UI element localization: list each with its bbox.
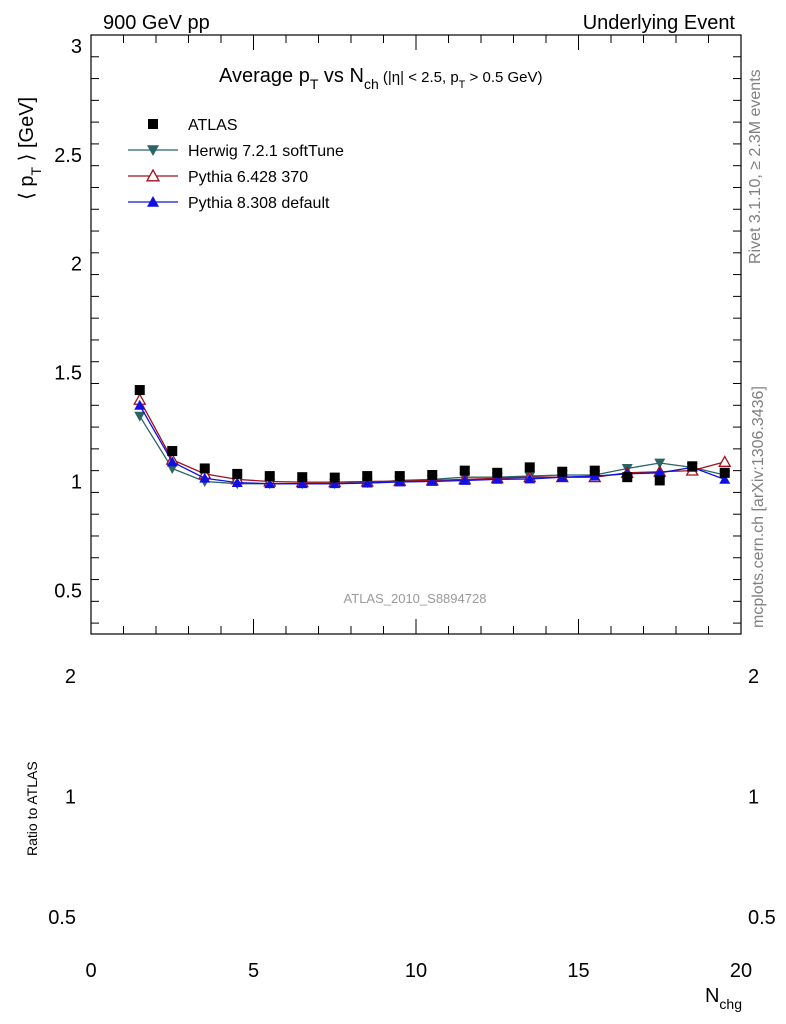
- data-point-square: [459, 465, 470, 476]
- data-point-square: [524, 462, 535, 473]
- y-tick-label: 1.5: [54, 363, 82, 385]
- data-point-square: [427, 469, 438, 480]
- analysis-id: ATLAS_2010_S8894728: [344, 591, 487, 606]
- legend-item: ATLAS: [148, 117, 238, 134]
- data-point-square: [492, 467, 503, 478]
- data-point-square: [232, 468, 243, 479]
- ratio-tick-label-right: 0.5: [748, 907, 776, 929]
- series-line: [139, 399, 725, 483]
- ratio-tick-label-right: 1: [748, 787, 759, 809]
- data-point-square: [167, 446, 178, 457]
- y-tick-label: 3: [71, 36, 82, 58]
- side-label-bottom: mcplots.cern.ch [arXiv:1306.3436]: [750, 386, 767, 628]
- legend-item: Pythia 8.308 default: [128, 195, 330, 212]
- legend-label: Pythia 8.308 default: [188, 195, 330, 212]
- y-tick-label: 0.5: [54, 580, 82, 602]
- data-point-square: [394, 471, 405, 482]
- data-point-triangle-down: [166, 464, 178, 474]
- data-point-triangle-down: [147, 145, 159, 156]
- x-tick-labels: 0 5 10 15 20: [85, 960, 752, 982]
- data-point-square: [654, 475, 665, 486]
- data-point-triangle-up: [459, 474, 471, 485]
- y-tick-label: 1: [71, 472, 82, 494]
- data-point-triangle-up: [524, 473, 536, 484]
- header-left: 900 GeV pp: [103, 12, 210, 34]
- y-axis-label: ⟨ pT ⟩ [GeV]: [16, 97, 44, 200]
- data-point-triangle-up: [329, 478, 341, 489]
- legend-label: ATLAS: [188, 117, 238, 134]
- data-point-square: [297, 472, 308, 483]
- chart-title: Average pT vs Nch (|η| < 2.5, pT > 0.5 G…: [219, 65, 543, 92]
- data-point-triangle-down: [654, 458, 666, 469]
- legend-item: Herwig 7.2.1 softTune: [128, 143, 344, 160]
- x-tick-label: 20: [730, 960, 752, 982]
- series-layer: [133, 385, 732, 490]
- series-atlas: [134, 385, 730, 486]
- data-point-triangle-up: [426, 476, 438, 486]
- data-point-triangle-up: [654, 467, 666, 478]
- side-label-top: Rivet 3.1.10, ≥ 2.3M events: [747, 69, 764, 264]
- data-point-square: [719, 467, 730, 478]
- data-point-square: [134, 385, 145, 396]
- y-tick-label: 2.5: [54, 145, 82, 167]
- data-point-triangle-up: [361, 477, 373, 488]
- data-point-triangle-up: [147, 196, 159, 207]
- header-right: Underlying Event: [583, 12, 736, 34]
- data-point-triangle-up: [264, 478, 276, 489]
- x-tick-label: 15: [567, 960, 589, 982]
- x-axis-label: Nchg: [705, 985, 742, 1012]
- data-point-triangle-up: [394, 476, 406, 487]
- data-point-triangle-up: [296, 478, 308, 489]
- data-point-triangle-up: [199, 472, 211, 483]
- ratio-tick-label-left: 2: [65, 666, 76, 688]
- data-point-square: [687, 461, 698, 472]
- data-point-square: [362, 471, 373, 482]
- data-point-triangle-up-open: [718, 455, 732, 467]
- data-point-square: [329, 472, 340, 483]
- y-tick-label: 2: [71, 254, 82, 276]
- data-point-triangle-up: [231, 477, 243, 488]
- data-point-triangle-down: [134, 411, 146, 422]
- data-point-square: [264, 471, 275, 482]
- ratio-y-axis-label: Ratio to ATLAS: [24, 761, 40, 856]
- data-point-square: [148, 119, 158, 129]
- data-point-square: [589, 465, 600, 476]
- axis-ticks: [90, 34, 742, 634]
- y-tick-labels: 0.5 1 1.5 2 2.5 3: [54, 36, 82, 603]
- ratio-panel: 2 2 1 1 0.5 0.5: [48, 666, 776, 929]
- data-point-square: [622, 472, 633, 483]
- ratio-tick-label-left: 1: [65, 787, 76, 809]
- x-tick-label: 0: [85, 960, 96, 982]
- legend-item: Pythia 6.428 370: [128, 168, 308, 186]
- legend-label: Herwig 7.2.1 softTune: [188, 143, 344, 160]
- x-tick-label: 10: [405, 960, 427, 982]
- data-point-square: [199, 463, 210, 474]
- data-point-triangle-up: [166, 456, 178, 467]
- data-point-square: [557, 466, 568, 477]
- ratio-tick-label-left: 0.5: [48, 907, 76, 929]
- ratio-tick-label-right: 2: [748, 666, 759, 688]
- data-point-triangle-up: [491, 473, 503, 484]
- legend: ATLAS Herwig 7.2.1 softTune Pythia 6.428 3…: [128, 117, 344, 212]
- data-point-triangle-up-open: [145, 168, 161, 182]
- x-tick-label: 5: [248, 960, 259, 982]
- data-point-triangle-up: [719, 473, 731, 484]
- data-point-triangle-up: [134, 399, 146, 410]
- legend-label: Pythia 6.428 370: [188, 169, 308, 186]
- series-pythia-8-308-default: [134, 399, 731, 489]
